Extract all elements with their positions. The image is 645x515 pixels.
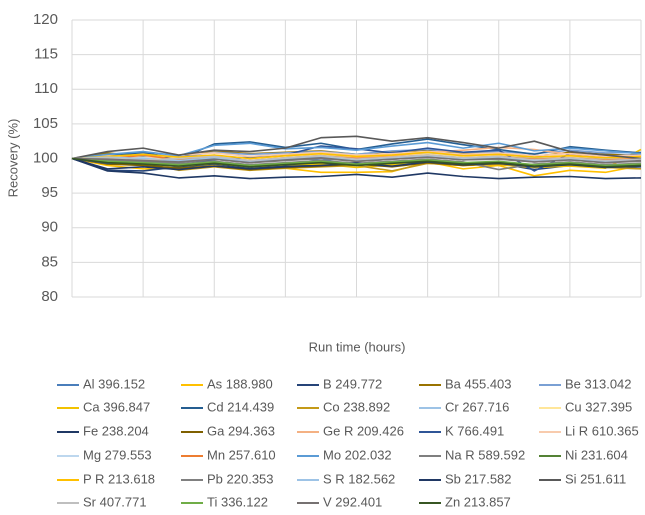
y-tick-label: 95 — [41, 184, 58, 201]
series-line — [71, 154, 642, 162]
legend-label: Co 238.892 — [323, 399, 390, 414]
legend-label: Sr 407.771 — [83, 494, 147, 509]
legend-label: Si 251.611 — [565, 471, 626, 486]
series-line — [71, 157, 642, 168]
legend-label: Ni 231.604 — [565, 447, 628, 462]
legend-label: S R 182.562 — [323, 471, 395, 486]
y-tick-label: 115 — [34, 46, 58, 63]
legend-label: B 249.772 — [323, 376, 382, 391]
y-tick-label: 105 — [33, 115, 58, 132]
legend-label: Cr 267.716 — [445, 399, 509, 414]
y-tick-label: 110 — [34, 80, 58, 97]
legend-label: Ti 336.122 — [207, 494, 268, 509]
series-line — [71, 157, 642, 180]
legend-label: Fe 238.204 — [83, 423, 149, 438]
legend-label: Sb 217.582 — [445, 471, 512, 486]
legend-label: Ba 455.403 — [445, 376, 512, 391]
y-tick-label: 90 — [41, 219, 58, 236]
series-line — [71, 157, 642, 167]
legend-label: Mn 257.610 — [207, 447, 276, 462]
legend-label: P R 213.618 — [83, 471, 155, 486]
legend-label: Mg 279.553 — [83, 447, 152, 462]
legend-label: Cd 214.439 — [207, 399, 274, 414]
y-axis-title: Recovery (%) — [5, 119, 20, 198]
legend-label: Ca 396.847 — [83, 399, 150, 414]
series-line — [71, 151, 642, 160]
legend-label: Ge R 209.426 — [323, 423, 404, 438]
legend-label: As 188.980 — [207, 376, 273, 391]
legend-label: Al 396.152 — [83, 376, 145, 391]
y-tick-label: 120 — [33, 11, 58, 28]
series-line — [71, 156, 642, 164]
legend-label: Ga 294.363 — [207, 423, 275, 438]
legend-label: Li R 610.365 — [565, 423, 639, 438]
legend-label: Zn 213.857 — [445, 494, 511, 509]
legend-label: Mo 202.032 — [323, 447, 392, 462]
legend-label: Cu 327.395 — [565, 399, 632, 414]
legend-label: K 766.491 — [445, 423, 504, 438]
y-tick-label: 80 — [41, 288, 58, 305]
legend-label: Be 313.042 — [565, 376, 632, 391]
legend-label: Pb 220.353 — [207, 471, 274, 486]
x-axis-title: Run time (hours) — [309, 339, 406, 354]
legend-label: Na R 589.592 — [445, 447, 525, 462]
series-line — [71, 135, 642, 160]
y-tick-label: 85 — [41, 253, 58, 270]
legend-label: V 292.401 — [323, 494, 382, 509]
series-line — [71, 141, 642, 160]
y-tick-label: 100 — [33, 149, 58, 166]
